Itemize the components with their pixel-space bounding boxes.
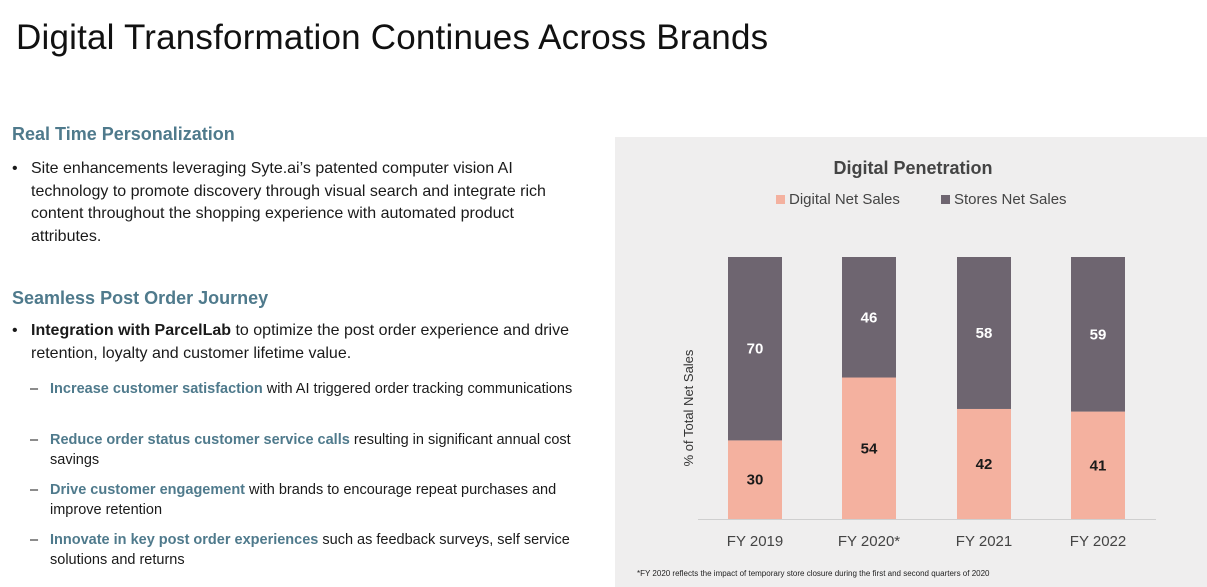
sub-item-highlight: Increase customer satisfaction bbox=[50, 381, 263, 397]
sub-item-highlight: Reduce order status customer service cal… bbox=[50, 432, 350, 448]
chart-footnote: *FY 2020 reflects the impact of temporar… bbox=[637, 569, 990, 578]
chart-panel: Digital Penetration Digital Net Sales Stor… bbox=[615, 137, 1207, 587]
legend-label: Stores Net Sales bbox=[954, 191, 1067, 208]
data-label: 42 bbox=[976, 456, 993, 473]
bullet-post-order: • Integration with ParcelLab to optimize… bbox=[12, 320, 582, 365]
bar-stores bbox=[957, 257, 1011, 409]
chart-title: Digital Penetration bbox=[833, 158, 992, 178]
x-tick-label: FY 2020* bbox=[838, 533, 900, 550]
bar-stores bbox=[1071, 257, 1125, 412]
legend-swatch bbox=[776, 195, 785, 204]
sub-item-text: with brands to encourage repeat purchase… bbox=[50, 482, 557, 518]
bullet-marker: • bbox=[12, 322, 18, 339]
sub-item-service-calls: – Reduce order status customer service c… bbox=[30, 431, 590, 470]
x-tick-label: FY 2019 bbox=[727, 533, 783, 550]
legend-swatch bbox=[941, 195, 950, 204]
sub-item-engagement: – Drive customer engagement with brands … bbox=[30, 481, 590, 520]
x-tick-label: FY 2021 bbox=[956, 533, 1012, 550]
dash-marker: – bbox=[30, 532, 39, 548]
bullet-personalization: • Site enhancements leveraging Syte.ai’s… bbox=[12, 158, 582, 248]
sub-item-text: resulting in significant annual cost sav… bbox=[50, 432, 571, 468]
bullet-bold-text: Integration with ParcelLab bbox=[31, 322, 232, 339]
data-label: 59 bbox=[1090, 326, 1107, 343]
bar-stores bbox=[728, 257, 782, 441]
dash-marker: – bbox=[30, 381, 39, 397]
bullet-marker: • bbox=[12, 160, 18, 177]
sub-item-highlight: Drive customer engagement bbox=[50, 482, 246, 498]
sub-item-text: such as feedback surveys, self service s… bbox=[50, 532, 570, 568]
section-heading-personalization: Real Time Personalization bbox=[12, 124, 235, 144]
x-tick-label: FY 2022 bbox=[1070, 533, 1126, 550]
page-title: Digital Transformation Continues Across … bbox=[16, 18, 769, 57]
bar-digital bbox=[728, 440, 782, 519]
sub-item-text: with AI triggered order tracking communi… bbox=[262, 381, 573, 397]
data-label: 30 bbox=[747, 472, 764, 489]
bullet-text: to optimize the post order experience an… bbox=[31, 322, 569, 362]
legend-label: Digital Net Sales bbox=[789, 191, 900, 208]
sub-item-satisfaction: – Increase customer satisfaction with AI… bbox=[30, 380, 590, 400]
bar-digital bbox=[842, 377, 896, 519]
stacked-bar-chart: Digital Penetration Digital Net Sales Stor… bbox=[681, 158, 1156, 550]
y-axis-label: % of Total Net Sales bbox=[681, 349, 696, 466]
bar-digital bbox=[957, 408, 1011, 519]
data-label: 41 bbox=[1090, 457, 1107, 474]
data-label: 46 bbox=[861, 309, 878, 326]
bar-digital bbox=[1071, 411, 1125, 519]
dash-marker: – bbox=[30, 482, 39, 498]
bullet-text: Site enhancements leveraging Syte.ai’s p… bbox=[31, 160, 546, 245]
bar-stores bbox=[842, 257, 896, 378]
section-heading-post-order: Seamless Post Order Journey bbox=[12, 288, 269, 308]
sub-item-highlight: Innovate in key post order experiences bbox=[50, 532, 319, 548]
data-label: 70 bbox=[747, 341, 764, 358]
data-label: 58 bbox=[976, 325, 993, 342]
data-label: 54 bbox=[861, 440, 878, 457]
sub-item-innovate: – Innovate in key post order experiences… bbox=[30, 531, 590, 570]
dash-marker: – bbox=[30, 432, 39, 448]
